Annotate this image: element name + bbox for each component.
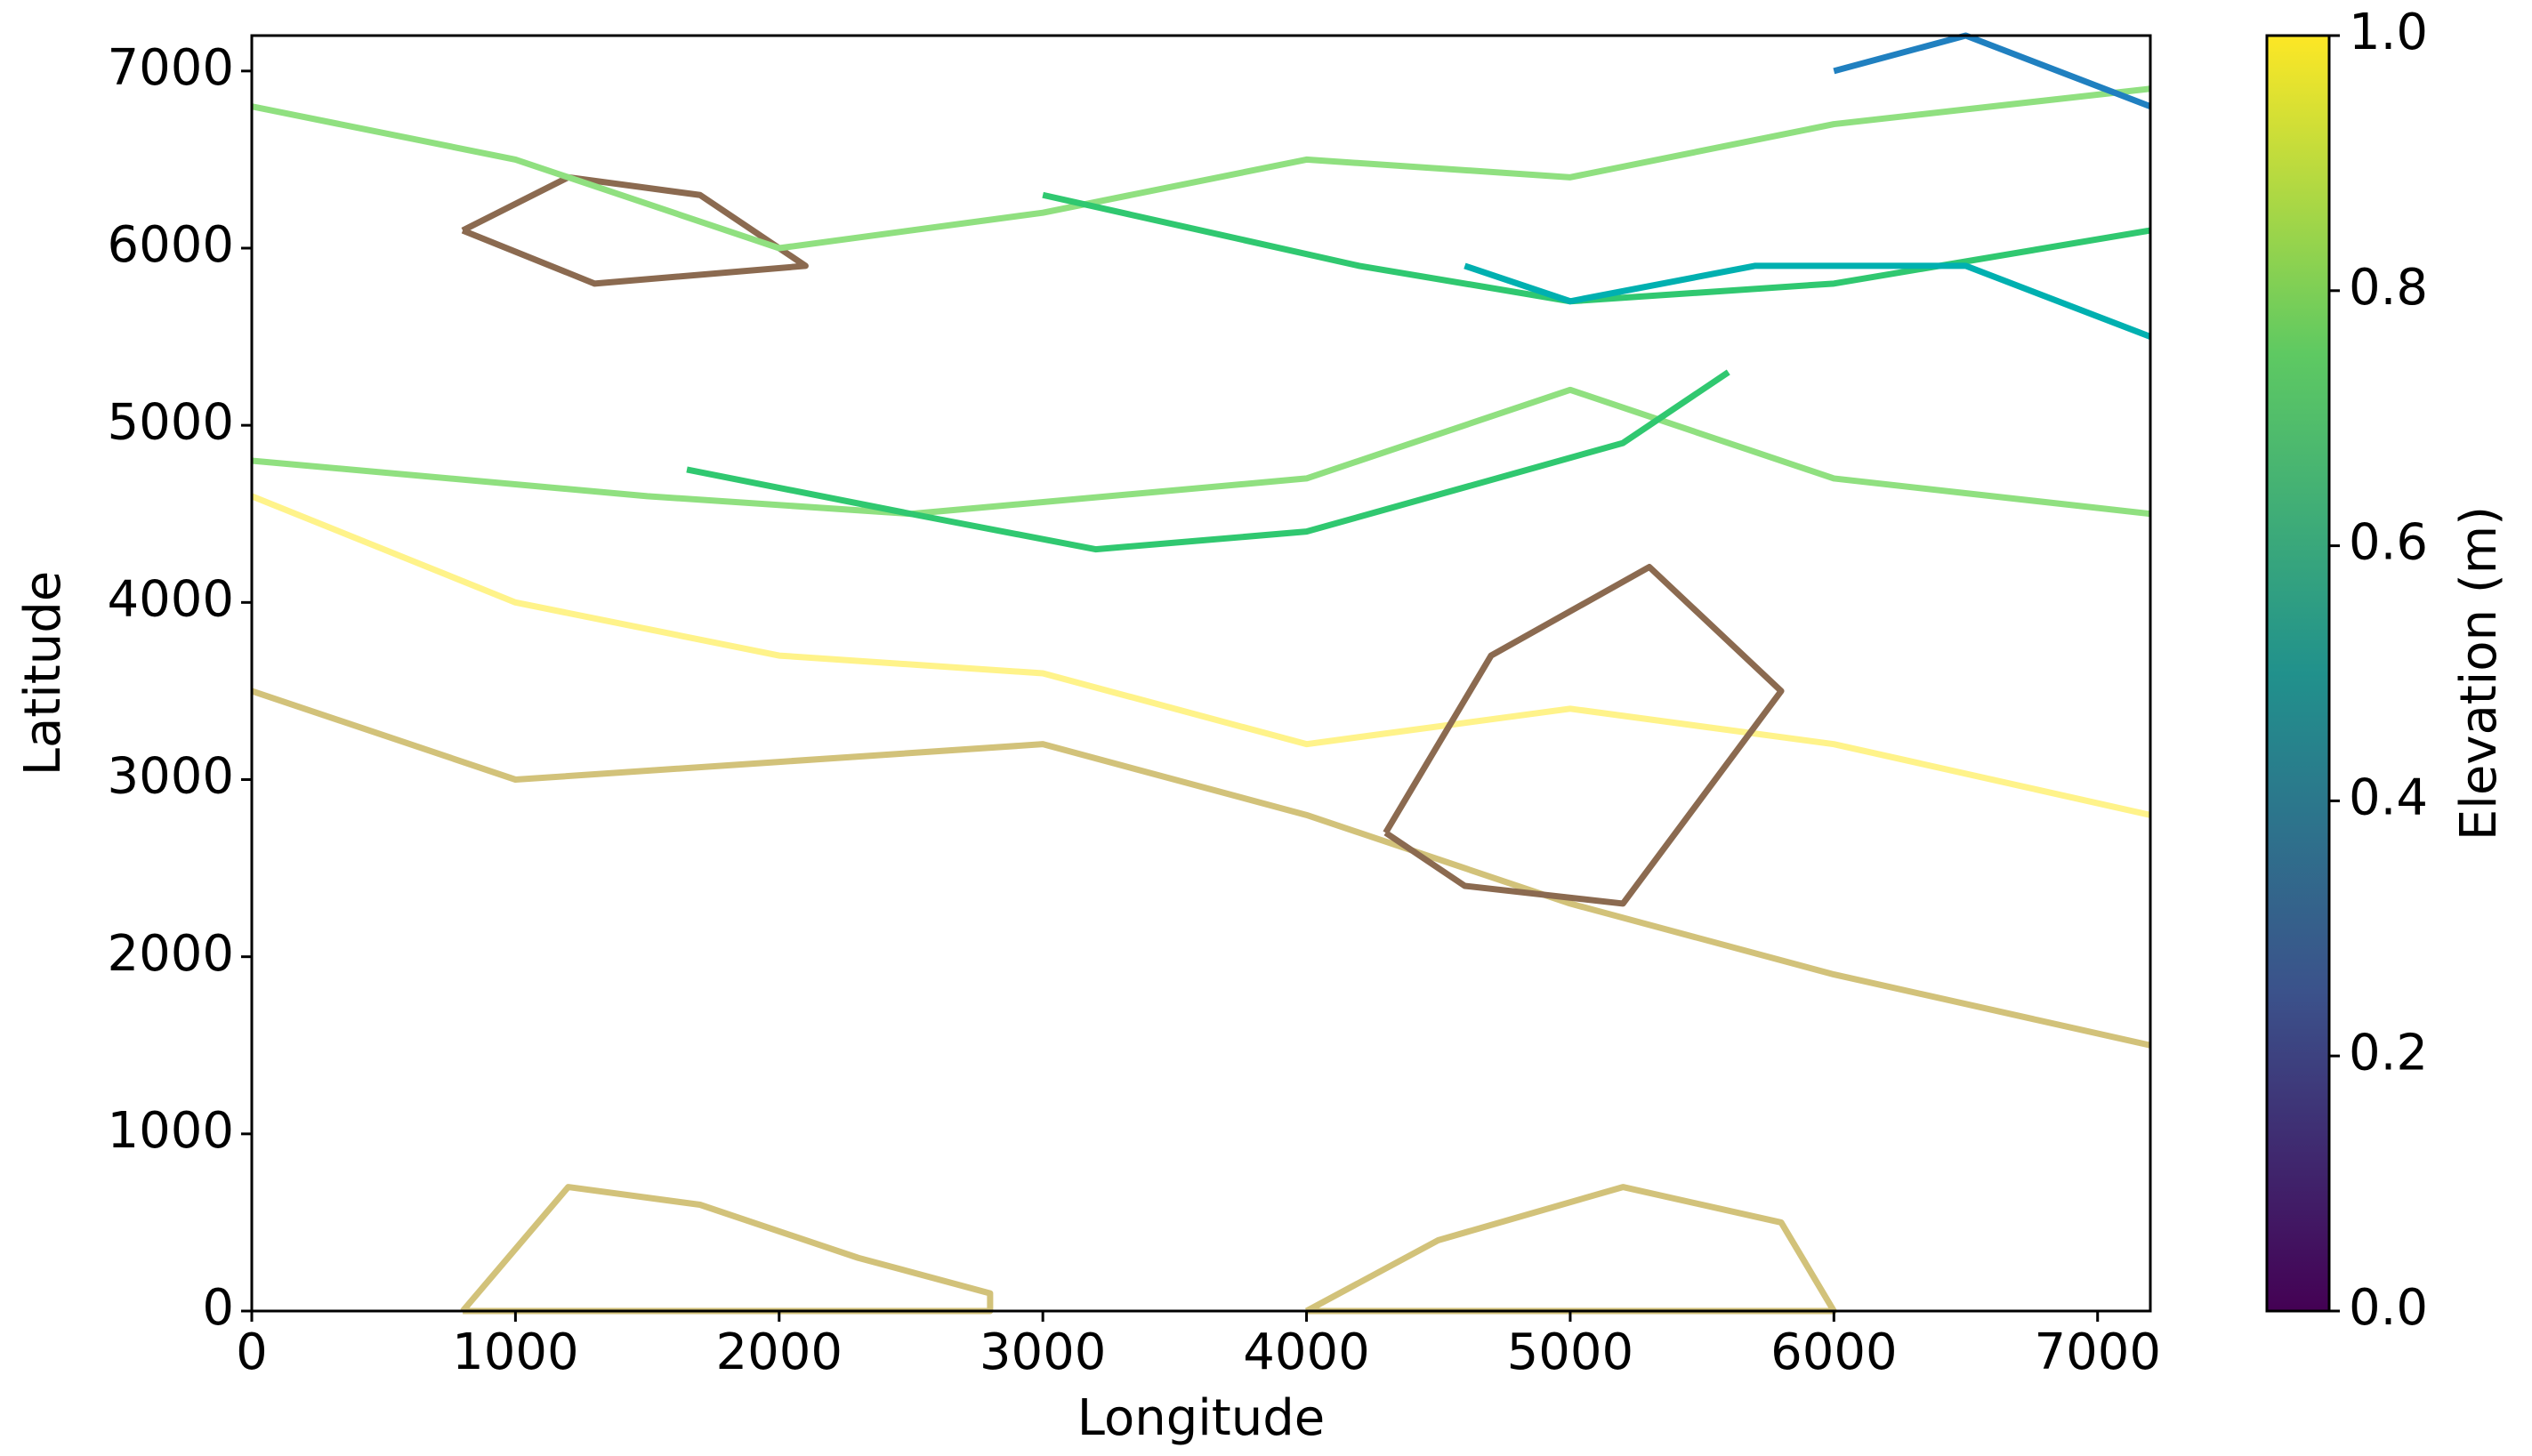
contour-line bbox=[460, 1184, 994, 1315]
x-tick-label: 4000 bbox=[1243, 1323, 1370, 1381]
x-tick-label: 2000 bbox=[716, 1323, 843, 1381]
contour-line bbox=[251, 85, 2151, 252]
plot-frame bbox=[250, 34, 2152, 1313]
contour-line bbox=[1042, 191, 2151, 305]
x-tick-label: 1000 bbox=[452, 1323, 579, 1381]
colorbar-tick-label: 0.4 bbox=[2349, 769, 2428, 827]
colorbar-tick-label: 0.6 bbox=[2349, 514, 2428, 572]
y-tick-label: 3000 bbox=[107, 748, 234, 806]
x-tick-label: 7000 bbox=[2034, 1323, 2161, 1381]
contour-line bbox=[250, 688, 2151, 1049]
colorbar-tick-label: 0.8 bbox=[2349, 259, 2428, 317]
x-tick-label: 5000 bbox=[1507, 1323, 1634, 1381]
contour-line bbox=[1304, 1184, 1837, 1315]
y-tick-label: 0 bbox=[202, 1279, 234, 1337]
contour-line bbox=[1464, 262, 2152, 340]
y-axis-label: Latitude bbox=[14, 571, 72, 776]
x-tick-label: 3000 bbox=[980, 1323, 1107, 1381]
x-tick-label: 6000 bbox=[1770, 1323, 1898, 1381]
contour-line bbox=[686, 369, 1730, 553]
y-tick-label: 1000 bbox=[107, 1102, 234, 1160]
colorbar-tick-label: 0.0 bbox=[2349, 1279, 2428, 1337]
x-tick-label: 0 bbox=[236, 1323, 268, 1381]
y-tick-label: 6000 bbox=[107, 216, 234, 274]
y-tick-label: 7000 bbox=[107, 39, 234, 97]
contour-line bbox=[461, 173, 809, 287]
y-tick-label: 4000 bbox=[107, 570, 234, 628]
colorbar-label: Elevation (m) bbox=[2450, 506, 2508, 841]
y-tick-label: 5000 bbox=[107, 393, 234, 451]
y-tick-label: 2000 bbox=[107, 925, 234, 983]
colorbar bbox=[2265, 34, 2331, 1313]
contour-line bbox=[250, 493, 2151, 818]
colorbar-tick-label: 1.0 bbox=[2349, 4, 2428, 61]
colorbar-tick-label: 0.2 bbox=[2349, 1024, 2428, 1082]
contour-line bbox=[251, 386, 2151, 518]
x-axis-label: Longitude bbox=[1077, 1389, 1326, 1447]
contour-line bbox=[1383, 564, 1785, 907]
